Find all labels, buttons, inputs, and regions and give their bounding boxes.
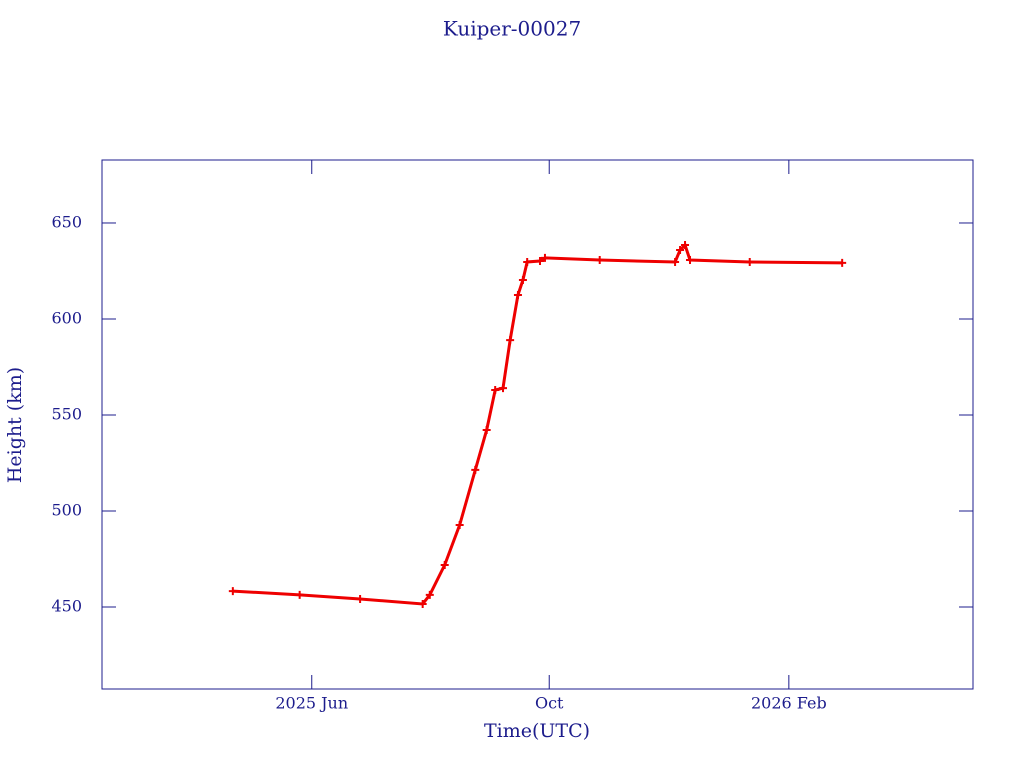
data-point	[499, 384, 508, 393]
y-tick-label: 650	[51, 212, 82, 231]
data-point	[681, 241, 690, 250]
data-point	[838, 258, 847, 267]
data-point	[356, 594, 365, 603]
data-point	[513, 290, 522, 299]
data-point	[471, 465, 480, 474]
data-point	[676, 246, 685, 255]
y-axis-label: Height (km)	[4, 367, 26, 483]
data-point	[518, 276, 527, 285]
chart-title: Kuiper-00027	[443, 17, 581, 41]
data-point	[540, 253, 549, 262]
data-point	[228, 587, 237, 596]
data-line	[232, 242, 843, 606]
data-point	[745, 257, 754, 266]
data-point	[671, 257, 680, 266]
data-point	[295, 590, 304, 599]
data-point	[418, 599, 427, 608]
data-point	[482, 425, 491, 434]
y-tick-label: 500	[51, 501, 82, 520]
data-point	[491, 386, 500, 395]
data-point	[506, 336, 515, 345]
data-point	[455, 521, 464, 530]
x-axis-label: Time(UTC)	[484, 720, 590, 742]
data-point	[535, 257, 544, 265]
y-tick-label: 600	[51, 308, 82, 327]
data-point	[595, 256, 604, 265]
data-point	[686, 256, 695, 265]
plot-frame	[101, 159, 974, 690]
x-tick-label: 2025 Jun	[275, 694, 348, 713]
y-tick-label: 450	[51, 597, 82, 616]
data-point	[425, 590, 434, 599]
data-point	[523, 257, 532, 266]
y-tick-label: 550	[51, 404, 82, 423]
data-point	[440, 560, 449, 569]
x-tick-label: Oct	[535, 694, 564, 713]
x-tick-label: 2026 Feb	[751, 694, 827, 713]
